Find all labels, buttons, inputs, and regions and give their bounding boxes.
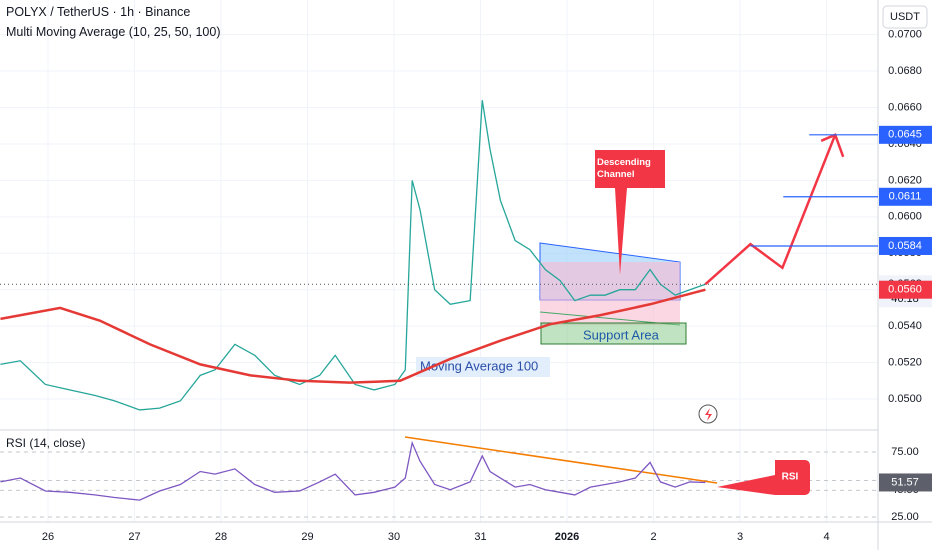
rsi-current-label: 51.57 bbox=[891, 476, 919, 488]
rsi-current-box bbox=[879, 473, 932, 492]
price-label: 0.0645 bbox=[888, 129, 922, 141]
rsi-trendline bbox=[404, 436, 718, 484]
icon-bolt bbox=[705, 408, 712, 421]
y-tick-label: 0.0660 bbox=[888, 101, 922, 113]
series-line bbox=[0, 288, 706, 384]
x-tick-label: 31 bbox=[474, 531, 486, 543]
ma-label-bg bbox=[416, 357, 550, 377]
rsi-callout-label: RSI bbox=[782, 472, 799, 483]
ma-label: Moving Average 100 bbox=[420, 358, 538, 373]
channel-label: Descending Channel bbox=[597, 157, 651, 180]
x-tick-label: 30 bbox=[388, 531, 400, 543]
y-tick-label: 0.0520 bbox=[888, 356, 922, 368]
y-tick-label: 0.0620 bbox=[888, 174, 922, 186]
price-label: 0.0560 bbox=[888, 284, 922, 296]
channel-callout bbox=[595, 150, 665, 275]
x-tick-label: 2 bbox=[650, 531, 656, 543]
x-tick-label: 26 bbox=[42, 531, 54, 543]
y-tick-label: 0.0600 bbox=[888, 211, 922, 223]
rsi-tick-label: 25.00 bbox=[891, 511, 919, 523]
grid bbox=[0, 0, 878, 522]
y-tick-label: 0.0540 bbox=[888, 320, 922, 332]
series-line bbox=[0, 100, 706, 411]
price-label: 0.0584 bbox=[888, 240, 922, 252]
price-label-box bbox=[879, 187, 932, 206]
price-label: 0.0611 bbox=[889, 191, 922, 203]
rsi-callout bbox=[717, 460, 810, 495]
x-tick-label: 28 bbox=[215, 531, 227, 543]
x-tick-label: 29 bbox=[301, 531, 313, 543]
y-tick-label: 0.0500 bbox=[888, 393, 922, 405]
x-tick-label: 2026 bbox=[555, 531, 579, 543]
series-line bbox=[704, 134, 837, 286]
price-label-box bbox=[879, 280, 932, 299]
currency: USDT bbox=[890, 11, 920, 23]
y-tick-label: 0.0700 bbox=[888, 29, 922, 41]
rsi-title: RSI (14, close) bbox=[6, 436, 85, 450]
x-tick-label: 27 bbox=[128, 531, 140, 543]
x-tick-label: 3 bbox=[737, 531, 743, 543]
projection-arrowhead bbox=[820, 133, 845, 158]
chart-subtitle: Multi Moving Average (10, 25, 50, 100) bbox=[6, 25, 221, 39]
support-area bbox=[540, 322, 687, 345]
chart-title: POLYX / TetherUS · 1h · Binance bbox=[6, 5, 191, 19]
currency-box bbox=[882, 5, 928, 29]
rsi-tick-label: 75.00 bbox=[891, 446, 919, 458]
series-line bbox=[0, 440, 706, 501]
support-label: Support Area bbox=[583, 327, 660, 342]
x-tick-label: 4 bbox=[823, 531, 829, 543]
y-tick-label: 0.0680 bbox=[888, 65, 922, 77]
price-label-box bbox=[879, 236, 932, 255]
price-label-box bbox=[879, 125, 932, 144]
